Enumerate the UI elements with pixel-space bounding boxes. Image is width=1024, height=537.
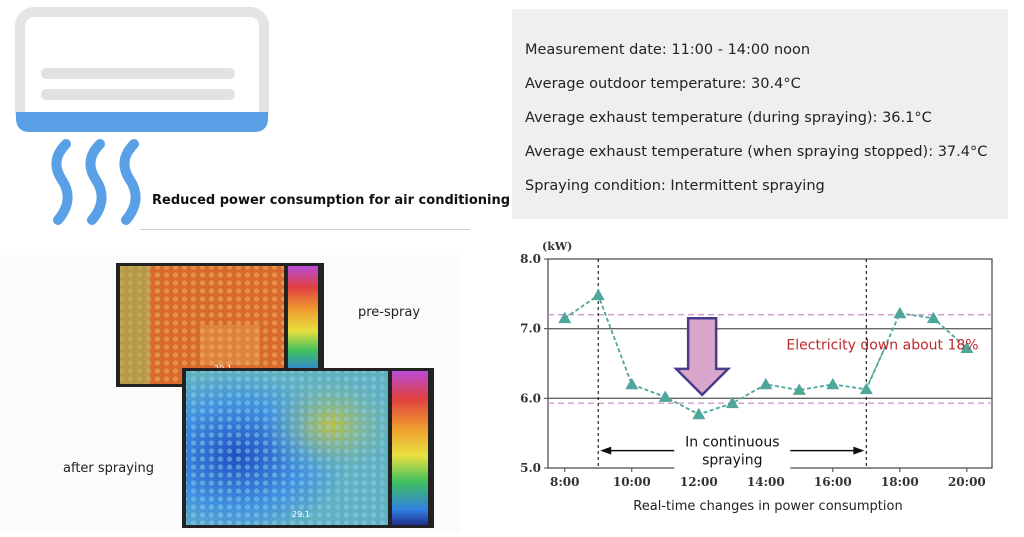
outdoor-temperature: Average outdoor temperature: 30.4°C — [525, 76, 801, 92]
x-tick-label-6: 20:00 — [948, 475, 986, 489]
after-spraying-label: after spraying — [63, 461, 155, 476]
data-point-1 — [591, 288, 605, 301]
data-point-2 — [625, 377, 639, 390]
reduction-annotation: Electricity down about 18% — [786, 338, 978, 354]
exhaust-temp-stopped: Average exhaust temperature (when sprayi… — [525, 144, 988, 160]
y-axis-label: (kW) — [542, 240, 572, 253]
x-tick-label-1: 10:00 — [613, 475, 651, 489]
power-consumption-chart: 5.0 6.0 7.0 8.0 8:00 10:00 12:00 14:00 16:00 18:0… — [512, 232, 1024, 532]
exhaust-temp-spraying: Average exhaust temperature (during spra… — [525, 110, 932, 126]
data-point-3 — [658, 390, 672, 402]
period-label-line-2: spraying — [702, 453, 762, 469]
measurement-date: Measurement date: 11:00 - 14:00 noon — [525, 42, 811, 58]
data-point-12 — [960, 341, 974, 354]
annotation-leader — [867, 347, 886, 385]
data-point-8 — [826, 377, 840, 390]
after-spray-thermal-image: 29.1 — [182, 368, 434, 528]
x-tick-label-2: 12:00 — [680, 475, 718, 489]
y-tick-label-0: 5.0 — [520, 461, 541, 475]
pre-spray-thermal-image: 29.1 — [116, 263, 324, 387]
data-point-10 — [893, 306, 907, 319]
thermal-images: 29.1 29.1 pre-spray after spraying — [0, 255, 460, 532]
ac-caption: Reduced power consumption for air condit… — [152, 193, 511, 208]
heat-wave-icon — [51, 139, 141, 225]
period-arrow-right-head — [853, 446, 865, 455]
spraying-condition: Spraying condition: Intermittent sprayin… — [525, 178, 825, 194]
data-point-11 — [926, 311, 940, 324]
y-tick-label-2: 7.0 — [520, 322, 541, 336]
y-tick-label-1: 6.0 — [520, 391, 541, 405]
reduction-arrow — [673, 316, 732, 397]
data-point-7 — [792, 383, 806, 395]
chart-svg: 5.0 6.0 7.0 8.0 8:00 10:00 12:00 14:00 16:00 18:0… — [520, 240, 993, 489]
data-point-0 — [558, 311, 572, 324]
period-label-bg — [674, 428, 791, 473]
divider — [140, 229, 470, 230]
x-tick-label-3: 14:00 — [747, 475, 785, 489]
pre-spray-label: pre-spray — [358, 305, 421, 320]
period-label-line-1: In continuous — [685, 435, 779, 451]
air-conditioner-icon — [15, 7, 269, 132]
x-tick-label-4: 16:00 — [814, 475, 852, 489]
data-point-5 — [725, 396, 739, 409]
data-point-6 — [759, 377, 773, 390]
x-tick-label-5: 18:00 — [881, 475, 919, 489]
x-tick-label-0: 8:00 — [550, 475, 579, 489]
thermal-images-graphic: 29.1 29.1 — [0, 255, 460, 532]
data-point-9 — [859, 382, 873, 395]
measurement-info-panel: Measurement date: 11:00 - 14:00 noon Ave… — [512, 9, 1008, 219]
period-arrow-left-head — [600, 446, 612, 455]
y-tick-label-3: 8.0 — [520, 252, 541, 266]
after-spray-reading: 29.1 — [292, 510, 310, 519]
chart-caption: Real-time changes in power consumption — [633, 499, 903, 514]
data-point-4 — [692, 407, 706, 420]
